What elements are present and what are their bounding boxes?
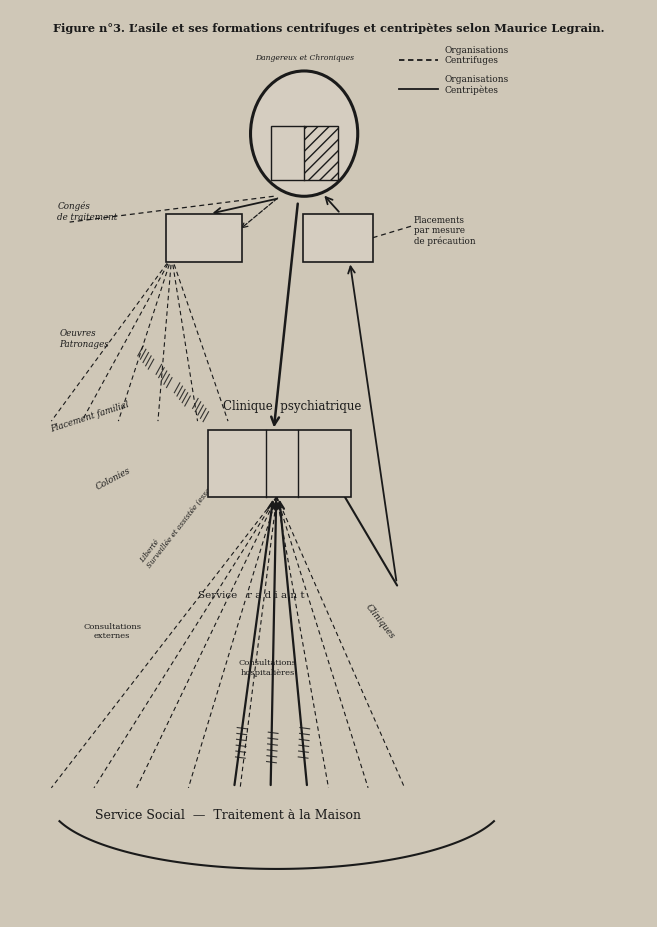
Text: Aliénés
retenus: Aliénés retenus <box>309 140 332 151</box>
Text: Aliénés
non
retenus: Aliénés non retenus <box>275 137 299 154</box>
Text: Congés
de traitement: Congés de traitement <box>57 202 118 222</box>
Text: Figure n°3. L’asile et ses formations centrifuges et centripètes selon Maurice L: Figure n°3. L’asile et ses formations ce… <box>53 23 604 34</box>
Text: Organisations
Centripètes: Organisations Centripètes <box>444 75 509 95</box>
Text: Service
Social
Consultations
externes: Service Social Consultations externes <box>309 445 351 467</box>
Bar <box>304 126 338 180</box>
Text: Consultations
externes: Consultations externes <box>83 623 141 640</box>
Text: Cliniques: Cliniques <box>364 603 396 641</box>
Text: Consultations
hospitalières: Consultations hospitalières <box>238 659 296 677</box>
Text: Asile: Asile <box>288 101 321 114</box>
Text: Placements
par mesure
de précaution: Placements par mesure de précaution <box>414 216 476 247</box>
Text: Liberté
Surveillée et assistée (essai): Liberté Surveillée et assistée (essai) <box>139 476 216 570</box>
FancyBboxPatch shape <box>208 430 351 497</box>
Text: Placement familial: Placement familial <box>49 400 130 435</box>
Text: Organisations
Centrifuges: Organisations Centrifuges <box>444 45 509 65</box>
Text: Service Social  —  Traitement à la Maison: Service Social — Traitement à la Maison <box>95 809 361 822</box>
Text: Observation: Observation <box>309 234 366 242</box>
Text: Aigus: Aigus <box>273 460 293 467</box>
Text: Convalescence: Convalescence <box>170 234 238 242</box>
Text: Dangereux et Chroniques: Dangereux et Chroniques <box>255 54 353 62</box>
Text: Service   r a d i a n t: Service r a d i a n t <box>198 590 304 600</box>
Text: Fermé: Fermé <box>290 186 319 196</box>
Ellipse shape <box>250 71 358 197</box>
Text: Oeuvres
Patronages: Oeuvres Patronages <box>59 329 109 349</box>
Text: Conva.
lescence: Conva. lescence <box>218 451 250 467</box>
FancyBboxPatch shape <box>303 214 373 261</box>
Text: Clinique  psychiatrique: Clinique psychiatrique <box>223 400 361 413</box>
FancyBboxPatch shape <box>166 214 242 261</box>
FancyBboxPatch shape <box>271 126 338 180</box>
Text: Colonies: Colonies <box>94 466 132 492</box>
